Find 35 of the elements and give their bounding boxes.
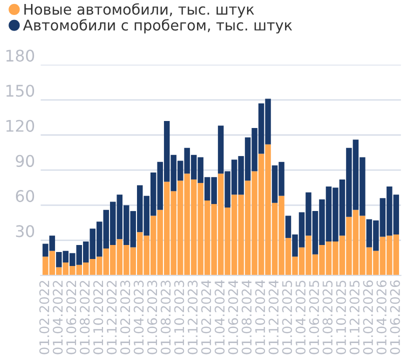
x-tick-label: 01.02.2026 [363,280,374,354]
x-tick-label: 01.02.2025 [282,280,292,354]
x-tick-label: 01.04.2025 [296,280,306,354]
y-tick-label: 90 [16,154,34,168]
x-tick-label: 01.04.2023 [134,280,144,354]
x-tick-label: 01.02.2023 [120,280,130,354]
x-tick-label: 01.06.2025 [309,280,320,354]
x-tick-label: 01.04.2024 [214,280,225,354]
legend-label: Автомобили с пробегом, тыс. штук [23,19,292,34]
x-tick-label: 01.08.2024 [242,280,252,354]
y-tick-label: 30 [16,225,34,238]
y-tick-label: 60 [16,190,34,202]
x-tick-label: 01.10.2024 [255,280,266,354]
legend-label: Новые автомобили, тыс. штук [24,3,254,18]
y-tick-label: 180 [6,50,34,62]
x-tick-label: 01.06.2023 [147,280,158,354]
x-tick-label: 01.02.2024 [201,280,212,354]
x-tick-label: 01.12.2024 [268,280,279,354]
x-tick-label: 01.02.2022 [39,280,50,354]
x-tick-label: 01.12.2023 [188,280,198,354]
x-tick-label: 01.06.2024 [228,280,238,354]
x-tick-label: 01.06.2022 [66,280,76,354]
x-tick-label: 01.08.2025 [322,280,333,354]
y-tick-label: 120 [6,120,34,132]
x-tick-label: 01.08.2023 [160,280,171,354]
x-tick-label: 01.08.2022 [80,280,90,354]
x-tick-label: 01.10.2025 [336,280,346,354]
y-tick-label: 150 [6,84,34,97]
x-tick-label: 01.04.2026 [376,280,387,354]
x-tick-label: 01.04.2022 [52,280,63,354]
x-tick-label: 01.12.2022 [106,280,117,354]
x-tick-label: 01.12.2025 [350,280,360,354]
x-tick-label: 01.10.2023 [174,280,184,354]
x-tick-label: 01.10.2022 [93,280,104,354]
x-tick-label: 01.06.2026 [390,280,400,354]
